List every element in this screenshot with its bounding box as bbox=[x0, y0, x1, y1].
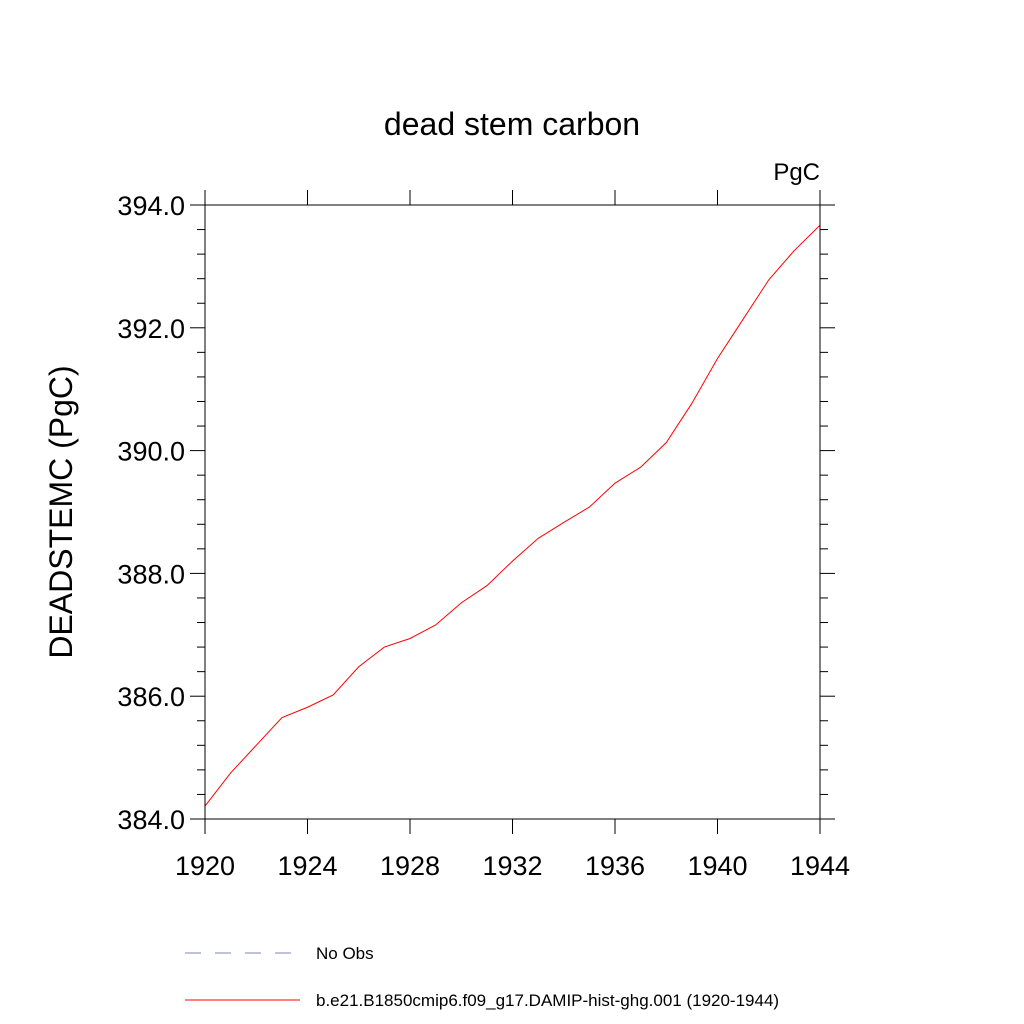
chart-title: dead stem carbon bbox=[384, 106, 640, 142]
plot-frame bbox=[204, 204, 821, 820]
x-tick-label: 1944 bbox=[790, 851, 850, 881]
x-tick-label: 1928 bbox=[380, 851, 440, 881]
y-tick-label: 386.0 bbox=[117, 682, 185, 712]
legend: No Obs b.e21.B1850cmip6.f09_g17.DAMIP-hi… bbox=[185, 944, 779, 1010]
y-tick-label: 384.0 bbox=[117, 805, 185, 835]
legend-label-model: b.e21.B1850cmip6.f09_g17.DAMIP-hist-ghg.… bbox=[316, 991, 779, 1010]
x-tick-label: 1940 bbox=[687, 851, 747, 881]
x-tick-label: 1924 bbox=[277, 851, 337, 881]
y-tick-label: 388.0 bbox=[117, 559, 185, 589]
axis-ticks bbox=[190, 190, 835, 834]
x-tick-label: 1932 bbox=[482, 851, 542, 881]
units-label: PgC bbox=[773, 159, 820, 186]
y-axis-label: DEADSTEMC (PgC) bbox=[43, 365, 79, 658]
y-tick-label: 394.0 bbox=[117, 191, 185, 221]
y-tick-label: 392.0 bbox=[117, 314, 185, 344]
y-tick-labels: 384.0 386.0 388.0 390.0 392.0 394.0 bbox=[117, 191, 185, 835]
x-tick-label: 1936 bbox=[585, 851, 645, 881]
x-tick-label: 1920 bbox=[175, 851, 235, 881]
series-lines bbox=[204, 224, 821, 807]
series-line-0 bbox=[204, 224, 821, 807]
y-tick-label: 390.0 bbox=[117, 437, 185, 467]
legend-label-no-obs: No Obs bbox=[316, 944, 374, 963]
x-tick-labels: 1920 1924 1928 1932 1936 1940 1944 bbox=[175, 851, 850, 881]
